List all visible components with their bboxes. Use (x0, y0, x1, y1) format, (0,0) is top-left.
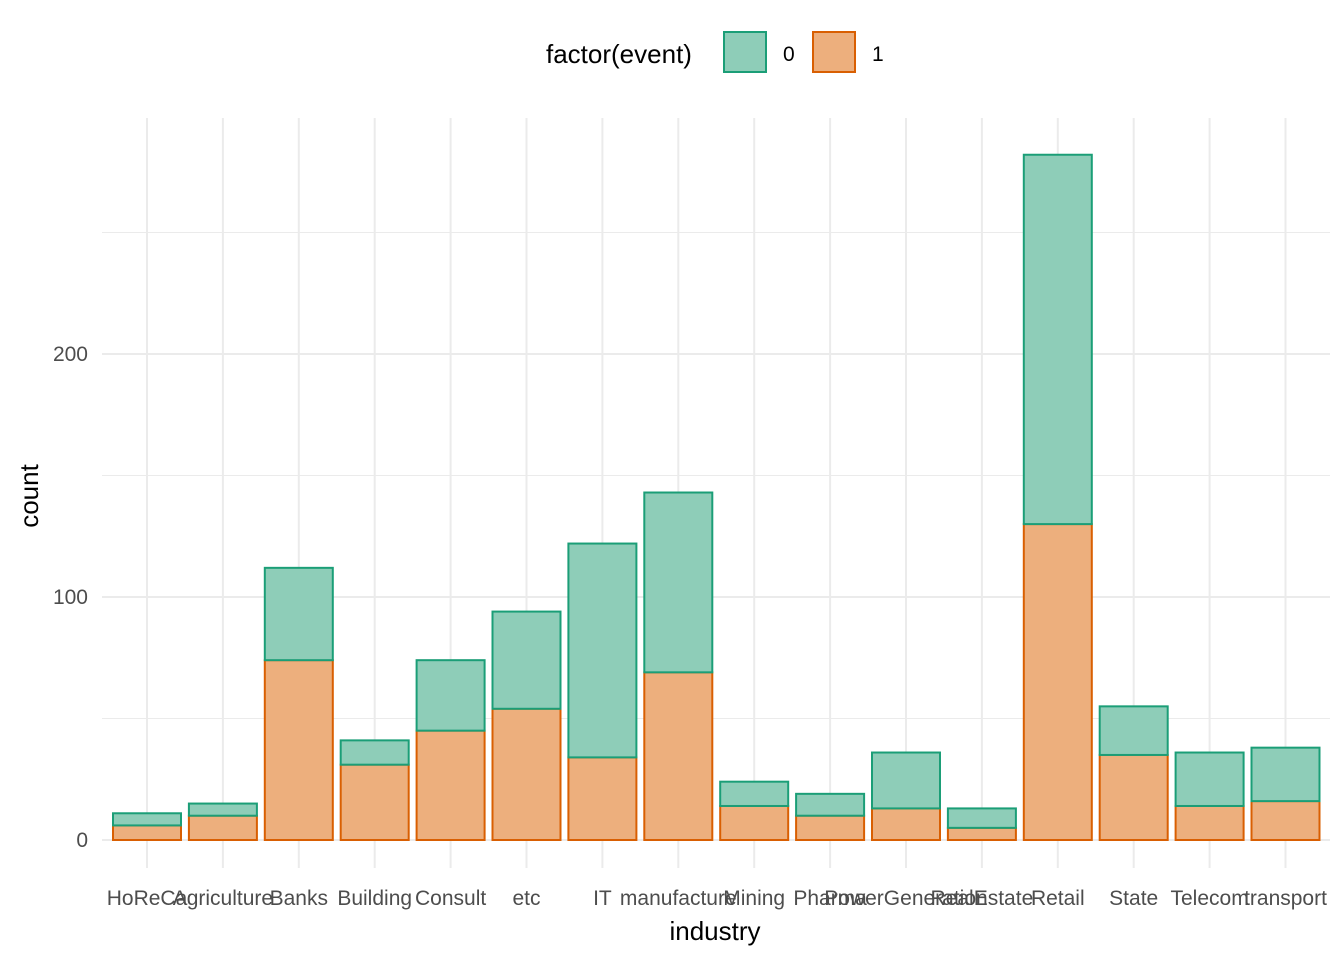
bar-mining-event-1 (719, 804, 790, 841)
bar-manufacture-event-0 (643, 491, 714, 674)
y-axis-title: count (14, 463, 44, 527)
bar-telecom-event-0 (1174, 751, 1245, 807)
bar-agriculture-event-0 (187, 802, 258, 817)
x-tick-label: IT (593, 887, 612, 910)
x-tick-label: Consult (415, 887, 486, 910)
bar-it-event-0 (567, 542, 638, 759)
bar-pharma-event-0 (795, 792, 866, 817)
legend-key-0 (723, 31, 767, 73)
legend-key-1 (812, 31, 856, 73)
bar-realestate-event-1 (946, 826, 1017, 841)
x-tick-label: PowerGeneration (824, 887, 987, 910)
bar-retail-event-1 (1022, 523, 1093, 841)
bar-powergeneration-event-0 (871, 751, 941, 810)
bar-state-event-0 (1098, 705, 1169, 756)
x-tick-label: etc (512, 887, 540, 910)
bar-pharma-event-1 (795, 814, 866, 842)
y-tick-label: 0 (76, 829, 88, 852)
y-tick-label: 200 (53, 343, 88, 366)
x-tick-label: RealEstate (931, 887, 1034, 910)
legend-title: factor(event) (546, 39, 692, 69)
x-axis-title: industry (669, 916, 760, 946)
x-tick-label: Retail (1031, 887, 1085, 910)
bar-retail-event-0 (1022, 153, 1093, 526)
bar-consult-event-0 (415, 659, 486, 732)
x-tick-label: manufacture (620, 887, 737, 910)
bar-agriculture-event-1 (187, 814, 258, 842)
x-tick-label: State (1109, 887, 1158, 910)
bar-building-event-0 (339, 739, 410, 766)
bar-transport-event-0 (1250, 746, 1321, 803)
bar-horeca-event-0 (112, 812, 182, 827)
x-tick-label: Banks (270, 887, 328, 910)
bar-mining-event-0 (719, 780, 790, 807)
bar-consult-event-1 (415, 729, 486, 842)
x-tick-label: Building (337, 887, 412, 910)
bar-banks-event-0 (263, 566, 334, 662)
x-tick-label: Mining (723, 887, 785, 910)
bar-banks-event-1 (263, 659, 334, 841)
bar-realestate-event-0 (946, 807, 1017, 829)
bar-building-event-1 (339, 763, 410, 841)
x-tick-label: Telecom (1170, 887, 1248, 910)
legend-label-1: 1 (872, 43, 884, 66)
legend-label-0: 0 (783, 43, 795, 66)
bar-etc-event-0 (491, 610, 562, 710)
x-tick-label: Agriculture (173, 887, 273, 910)
x-tick-label: transport (1244, 887, 1327, 910)
bar-telecom-event-1 (1174, 804, 1245, 841)
y-axis-ticks: 0 100 200 (53, 343, 88, 852)
legend: factor(event) 0 1 (546, 31, 884, 73)
bar-transport-event-1 (1250, 800, 1321, 841)
x-tick-label: HoReCa (107, 887, 188, 910)
bar-state-event-1 (1098, 753, 1169, 842)
y-tick-label: 100 (53, 586, 88, 609)
x-tick-label: Pharma (793, 887, 867, 910)
bars (112, 153, 1321, 842)
bar-horeca-event-1 (112, 824, 182, 841)
bar-powergeneration-event-1 (871, 807, 941, 841)
bar-manufacture-event-1 (643, 671, 714, 842)
bar-etc-event-1 (491, 707, 562, 842)
bar-it-event-1 (567, 756, 638, 842)
